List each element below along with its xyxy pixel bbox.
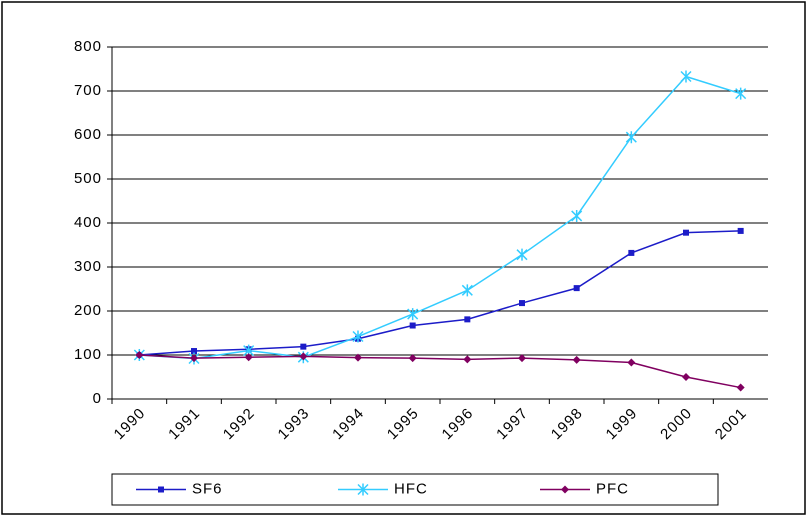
- y-tick-label: 700: [74, 82, 102, 99]
- data-point: [516, 248, 528, 261]
- data-point: [625, 131, 637, 144]
- data-point: [627, 358, 636, 367]
- legend-label: SF6: [192, 480, 223, 497]
- data-point: [190, 354, 198, 363]
- y-tick-label: 0: [93, 390, 102, 407]
- legend-box: [111, 473, 719, 506]
- series-line: [139, 230, 741, 356]
- data-point: [736, 383, 745, 392]
- data-point: [571, 209, 583, 222]
- y-tick-label: 400: [74, 214, 102, 231]
- legend-marker: [561, 485, 569, 494]
- data-point: [572, 355, 581, 364]
- data-point: [518, 354, 526, 363]
- data-point: [628, 249, 635, 256]
- data-point: [407, 308, 419, 321]
- data-point: [191, 348, 197, 355]
- data-point: [683, 229, 689, 236]
- data-point: [299, 352, 308, 361]
- data-point: [735, 87, 747, 100]
- data-point: [682, 373, 690, 381]
- y-tick-label: 200: [74, 302, 102, 319]
- legend-marker: [158, 486, 164, 493]
- data-point: [244, 353, 253, 362]
- data-point: [680, 70, 692, 83]
- y-tick-label: 600: [74, 126, 102, 143]
- data-point: [300, 343, 307, 350]
- data-point: [408, 354, 417, 363]
- y-tick-label: 300: [74, 258, 102, 275]
- legend-label: HFC: [394, 480, 428, 497]
- legend-label: PFC: [596, 480, 629, 497]
- data-point: [573, 285, 580, 292]
- y-tick-label: 500: [74, 170, 102, 187]
- data-point: [409, 322, 416, 329]
- data-point: [461, 284, 473, 297]
- data-point: [352, 330, 364, 343]
- series-line: [139, 354, 741, 389]
- y-tick-label: 100: [74, 346, 102, 363]
- series-line: [139, 75, 741, 360]
- legend-marker: [357, 483, 369, 496]
- data-point: [354, 353, 362, 362]
- data-point: [519, 300, 525, 307]
- data-point: [464, 316, 471, 323]
- data-point: [737, 227, 744, 234]
- y-tick-label: 800: [74, 38, 102, 55]
- data-point: [135, 351, 144, 359]
- data-point: [463, 355, 472, 364]
